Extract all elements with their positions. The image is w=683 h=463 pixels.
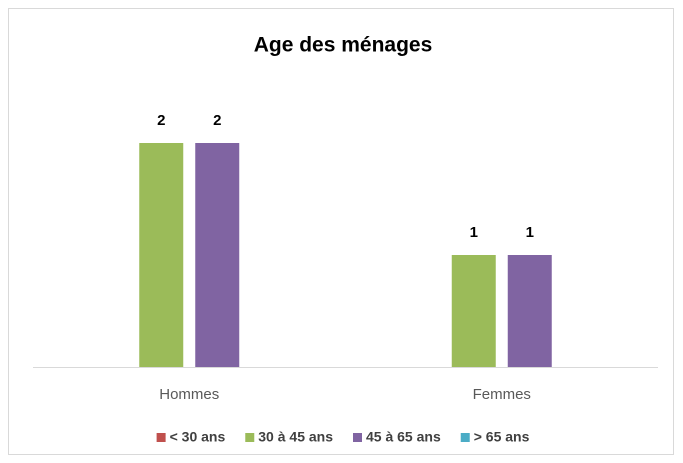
data-label: 2 <box>213 112 221 129</box>
data-label: 1 <box>526 224 534 241</box>
data-label: 2 <box>157 112 165 129</box>
bar <box>195 143 240 367</box>
bar <box>139 143 184 367</box>
bar <box>451 255 496 367</box>
legend-label: 45 à 65 ans <box>366 429 441 445</box>
legend-label: 30 à 45 ans <box>258 429 333 445</box>
legend-label: < 30 ans <box>170 429 226 445</box>
data-label: 1 <box>470 224 478 241</box>
legend-swatch <box>460 433 470 442</box>
chart-title: Age des ménages <box>254 34 433 57</box>
legend-swatch <box>245 433 255 442</box>
x-tick-label: Femmes <box>473 386 531 403</box>
bar <box>507 255 552 367</box>
x-tick-label: Hommes <box>159 386 219 403</box>
chart-border <box>8 8 674 455</box>
legend-label: > 65 ans <box>474 429 530 445</box>
legend-swatch <box>353 433 362 442</box>
legend-swatch <box>156 433 166 442</box>
